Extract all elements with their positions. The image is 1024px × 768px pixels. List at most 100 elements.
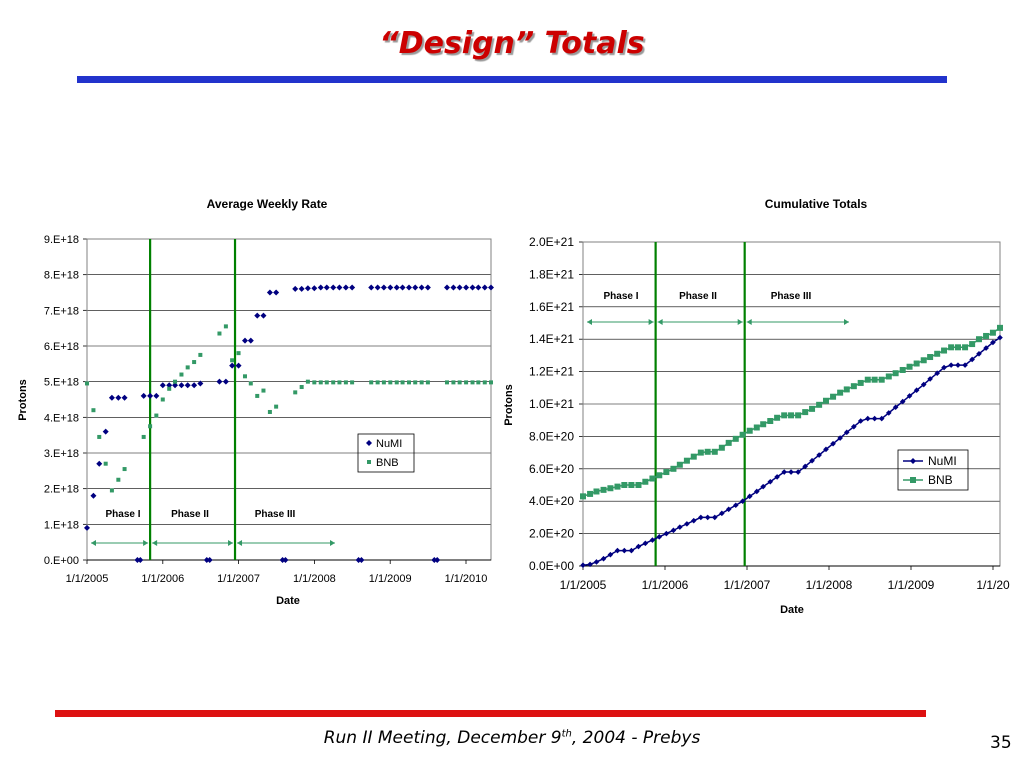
right-numi-point — [871, 415, 878, 422]
right-bnb-point — [822, 397, 829, 404]
left-bnb-point — [425, 380, 430, 385]
right-numi-point — [864, 415, 871, 422]
left-bnb-point — [375, 380, 380, 385]
right-numi-point — [913, 387, 920, 394]
right-bnb-point — [983, 332, 990, 339]
right-bnb-point — [885, 373, 892, 380]
left-numi-point — [166, 382, 173, 389]
right-chart-xlabel: Date — [780, 604, 804, 616]
left-y-tick-label: 1.E+18 — [44, 519, 79, 531]
left-chart-ylabel: Protons — [17, 379, 29, 421]
left-y-tick-label: 6.E+18 — [44, 341, 79, 353]
left-y-tick-label: 4.E+18 — [44, 412, 79, 424]
left-phase-arrowhead — [152, 540, 158, 546]
right-numi-point — [843, 429, 850, 436]
left-phase-label-2: Phase II — [171, 509, 209, 520]
right-bnb-point — [788, 412, 795, 419]
left-numi-point — [197, 380, 204, 387]
right-numi-point — [885, 410, 892, 416]
right-bnb-point — [830, 393, 837, 400]
left-numi-point — [191, 382, 198, 389]
left-numi-point — [323, 284, 330, 291]
left-phase-arrowhead — [228, 540, 234, 546]
left-bnb-point — [185, 365, 190, 370]
left-bnb-point — [248, 381, 253, 386]
footer-prefix: Run II Meeting, December 9 — [323, 728, 562, 748]
right-x-tick-label: 1/1/20 — [976, 578, 1010, 592]
left-chart-title: Average Weekly Rate — [207, 197, 328, 211]
right-numi-point — [684, 521, 690, 527]
left-bnb-point — [217, 331, 222, 336]
left-numi-point — [443, 284, 450, 291]
right-numi-point — [788, 469, 794, 475]
title-underline — [77, 76, 947, 83]
left-numi-point — [317, 284, 324, 291]
right-bnb-point — [704, 448, 711, 455]
left-bnb-point — [444, 380, 449, 385]
left-numi-point — [96, 460, 103, 467]
left-numi-point — [115, 394, 122, 401]
left-numi-point — [330, 284, 337, 291]
left-y-tick-label: 7.E+18 — [44, 305, 79, 317]
left-numi-point — [368, 284, 375, 291]
left-phase-label-3: Phase III — [255, 509, 296, 520]
right-numi-point — [767, 478, 774, 485]
right-bnb-point — [670, 465, 677, 472]
right-x-tick-label: 1/1/2008 — [806, 578, 853, 592]
right-bnb-point — [607, 485, 614, 492]
right-bnb-point — [927, 354, 934, 361]
left-phase-arrowhead — [237, 540, 243, 546]
left-bnb-point — [369, 380, 374, 385]
left-numi-point — [412, 284, 419, 291]
right-numi-point — [892, 404, 899, 411]
right-bnb-point — [635, 482, 642, 488]
right-bnb-point — [760, 421, 767, 428]
right-phase-label-3: Phase III — [771, 291, 812, 302]
left-phase-arrowhead — [143, 540, 149, 546]
left-bnb-point — [470, 380, 475, 385]
right-y-tick-label: 1.2E+21 — [529, 365, 574, 379]
right-numi-point — [600, 555, 607, 562]
right-phase-arrowhead — [746, 319, 752, 325]
right-bnb-point — [899, 366, 906, 373]
left-numi-point — [374, 284, 381, 291]
right-numi-point — [969, 356, 975, 363]
right-numi-point — [642, 540, 649, 547]
left-bnb-point — [97, 434, 102, 439]
left-numi-point — [463, 284, 470, 291]
left-y-tick-label: 5.E+18 — [44, 377, 79, 389]
right-bnb-point — [663, 469, 670, 476]
left-y-tick-label: 0.E+00 — [44, 555, 79, 567]
right-numi-point — [725, 506, 732, 513]
left-legend-bnb-label: BNB — [376, 457, 399, 469]
left-numi-point — [481, 284, 488, 291]
right-bnb-point — [642, 478, 649, 485]
right-numi-point — [920, 381, 927, 388]
right-x-tick-label: 1/1/2006 — [642, 578, 689, 592]
left-chart: 0.E+00 1.E+18 2.E+18 3.E+18 4.E+18 5.E+18 6.E+… — [44, 234, 494, 585]
right-numi-point — [607, 551, 614, 558]
right-bnb-point — [718, 444, 725, 451]
right-numi-point — [948, 362, 954, 368]
left-phase-label-1: Phase I — [105, 509, 140, 520]
right-bnb-point — [795, 412, 802, 419]
footer-rule — [55, 710, 926, 717]
right-bnb-point — [954, 344, 961, 351]
left-bnb-point — [274, 404, 279, 409]
right-bnb-point — [711, 448, 718, 455]
right-bnb-point — [878, 376, 885, 383]
right-numi-point — [934, 370, 940, 377]
right-bnb-point — [753, 424, 760, 431]
right-phase-arrowhead — [844, 319, 849, 325]
right-bnb-point — [656, 472, 663, 479]
left-numi-point — [273, 289, 280, 296]
right-phase-arrowhead — [587, 319, 592, 325]
right-numi-point — [621, 547, 628, 554]
right-bnb-point — [593, 488, 600, 495]
right-bnb-point — [600, 486, 607, 493]
left-bnb-point — [318, 380, 323, 385]
right-bnb-point — [580, 493, 586, 500]
right-bnb-point — [962, 344, 969, 351]
right-numi-point — [739, 498, 746, 504]
left-bnb-point — [255, 393, 260, 398]
